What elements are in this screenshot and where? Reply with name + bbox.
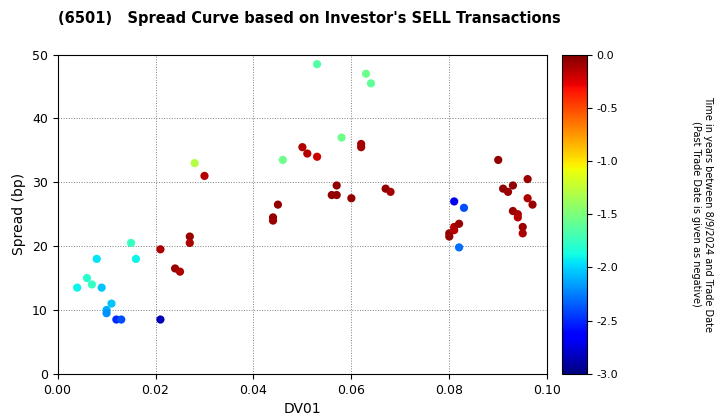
- Point: [346, 195, 357, 202]
- Point: [507, 182, 518, 189]
- Point: [517, 230, 528, 237]
- Point: [444, 233, 455, 240]
- Point: [512, 214, 523, 221]
- Point: [189, 160, 200, 166]
- Point: [444, 230, 455, 237]
- Point: [454, 220, 465, 227]
- Point: [458, 205, 469, 211]
- Point: [130, 255, 142, 262]
- Point: [336, 134, 347, 141]
- Point: [81, 275, 93, 281]
- Point: [331, 192, 343, 198]
- Point: [331, 182, 343, 189]
- Point: [297, 144, 308, 150]
- Y-axis label: Spread (bp): Spread (bp): [12, 173, 27, 255]
- Point: [449, 227, 460, 234]
- Text: (6501)   Spread Curve based on Investor's SELL Transactions: (6501) Spread Curve based on Investor's …: [58, 10, 560, 26]
- Point: [111, 316, 122, 323]
- Point: [527, 201, 539, 208]
- Point: [115, 316, 127, 323]
- Point: [101, 307, 112, 313]
- Point: [498, 185, 509, 192]
- Point: [199, 173, 210, 179]
- Point: [86, 281, 98, 288]
- Point: [356, 141, 367, 147]
- Point: [449, 198, 460, 205]
- Point: [267, 217, 279, 224]
- Point: [184, 233, 196, 240]
- Point: [91, 255, 102, 262]
- Point: [517, 223, 528, 230]
- Point: [101, 310, 112, 317]
- Point: [267, 214, 279, 221]
- Point: [96, 284, 107, 291]
- Point: [449, 223, 460, 230]
- Point: [507, 207, 518, 214]
- Point: [503, 189, 514, 195]
- Point: [311, 153, 323, 160]
- Point: [277, 157, 289, 163]
- X-axis label: DV01: DV01: [284, 402, 321, 416]
- Point: [492, 157, 504, 163]
- Point: [174, 268, 186, 275]
- Point: [454, 244, 465, 251]
- Point: [155, 246, 166, 253]
- Point: [169, 265, 181, 272]
- Point: [155, 316, 166, 323]
- Point: [302, 150, 313, 157]
- Point: [512, 211, 523, 218]
- Point: [106, 300, 117, 307]
- Point: [384, 189, 396, 195]
- Point: [522, 195, 534, 202]
- Point: [71, 284, 83, 291]
- Point: [380, 185, 392, 192]
- Point: [356, 144, 367, 150]
- Point: [311, 61, 323, 68]
- Point: [522, 176, 534, 182]
- Point: [272, 201, 284, 208]
- Point: [125, 239, 137, 246]
- Point: [326, 192, 338, 198]
- Point: [184, 239, 196, 246]
- Point: [360, 71, 372, 77]
- Y-axis label: Time in years between 8/9/2024 and Trade Date
(Past Trade Date is given as negat: Time in years between 8/9/2024 and Trade…: [691, 96, 713, 332]
- Point: [365, 80, 377, 87]
